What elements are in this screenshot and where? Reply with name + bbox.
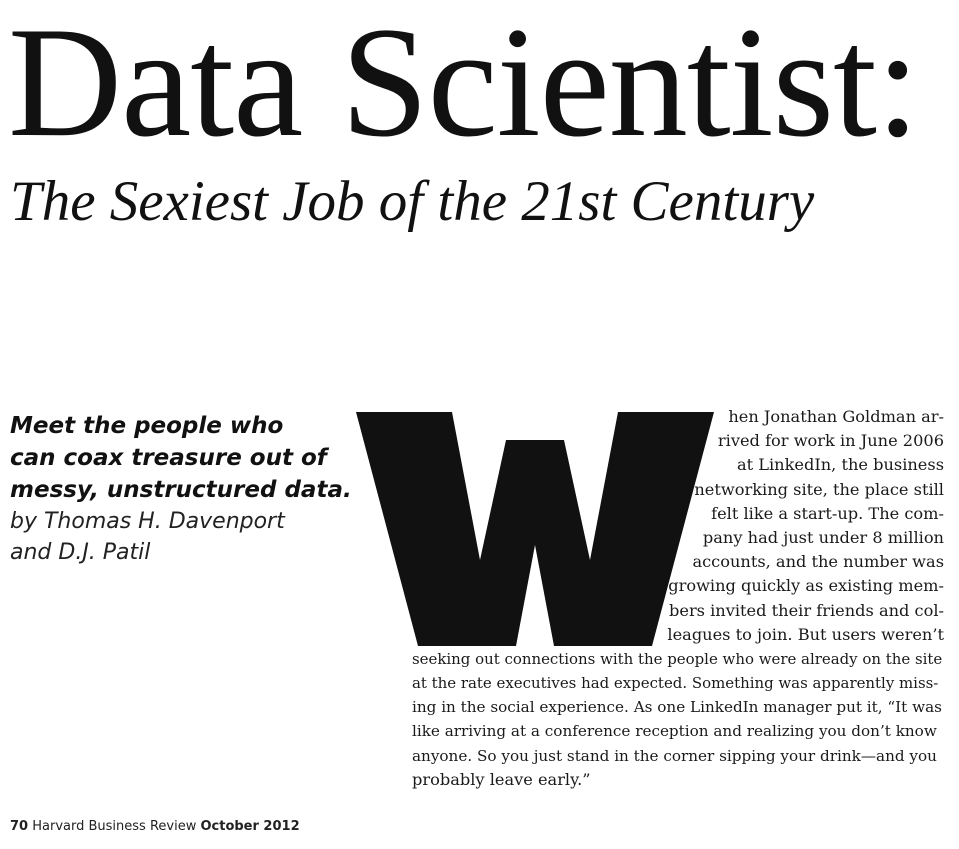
- deck-line: can coax treasure out of: [10, 445, 327, 471]
- page-footer: 70 Harvard Business Review October 2012: [10, 819, 300, 834]
- body-line: leagues to join. But users weren’t: [667, 624, 944, 644]
- deck-line: Meet the people who: [10, 413, 284, 439]
- drop-cap-w-shape: [356, 412, 714, 646]
- article-title: Data Scientist:: [8, 0, 920, 170]
- page-number: 70: [10, 819, 29, 834]
- body-line: bers invited their friends and col-: [669, 600, 944, 620]
- byline-line: by Thomas H. Davenport: [10, 509, 285, 534]
- publication-name: Harvard Business Review: [32, 819, 197, 834]
- body-line: at LinkedIn, the business: [736, 455, 944, 475]
- body-line: accounts, and the number was: [692, 552, 944, 572]
- body-line: growing quickly as existing mem-: [668, 576, 944, 596]
- body-line: probably leave early.”: [412, 769, 591, 789]
- body-line: networking site, the place still: [694, 479, 944, 499]
- drop-cap: [356, 412, 714, 646]
- body-line: ing in the social experience. As one Lin…: [412, 698, 942, 717]
- body-line: at the rate executives had expected. Som…: [412, 674, 939, 693]
- article-body: hen Jonathan Goldman ar- rived for work …: [412, 405, 944, 792]
- body-line: felt like a start-up. The com-: [711, 503, 944, 523]
- body-line: hen Jonathan Goldman ar-: [728, 407, 944, 426]
- byline-line: and D.J. Patil: [10, 540, 151, 565]
- body-line: pany had just under 8 million: [702, 527, 944, 547]
- issue-date: October 2012: [200, 819, 300, 834]
- deck: Meet the people who can coax treasure ou…: [10, 410, 370, 568]
- body-line: rived for work in June 2006: [717, 431, 944, 451]
- body-line: anyone. So you just stand in the corner …: [412, 746, 937, 765]
- body-line: like arriving at a conference reception …: [412, 722, 937, 741]
- article-subtitle: The Sexiest Job of the 21st Century: [10, 170, 815, 233]
- deck-line: messy, unstructured data.: [10, 477, 352, 503]
- body-line: seeking out connections with the people …: [412, 649, 943, 668]
